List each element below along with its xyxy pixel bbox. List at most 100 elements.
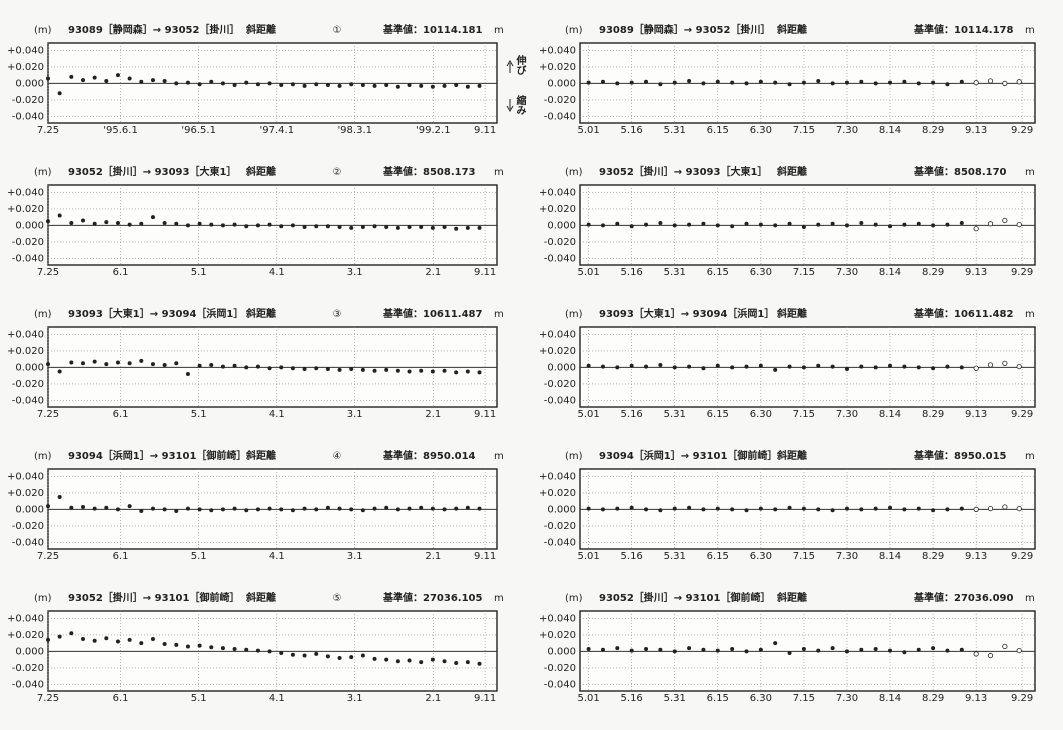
- open-point: [1016, 221, 1022, 228]
- y-tick-label: +0.020: [7, 630, 44, 641]
- x-tick-label: 9.29: [1011, 125, 1033, 136]
- point: [314, 507, 319, 512]
- point: [744, 508, 749, 513]
- point: [232, 646, 237, 651]
- x-tick-label: 6.15: [707, 409, 729, 420]
- y-tick-label: -0.040: [12, 253, 44, 264]
- open-point: [987, 362, 994, 368]
- point: [150, 506, 155, 511]
- point: [139, 221, 144, 226]
- point: [859, 220, 864, 225]
- reference-unit: m: [1025, 451, 1035, 462]
- point: [859, 507, 864, 512]
- open-point: [973, 506, 979, 513]
- point: [844, 506, 849, 511]
- point: [372, 368, 377, 373]
- y-tick-label: +0.020: [539, 488, 576, 499]
- point: [902, 79, 907, 84]
- route-title: 93089［静岡森］→ 93052［掛川］: [68, 23, 239, 36]
- x-tick-label: 5.31: [664, 409, 686, 420]
- y-tick-label: +0.020: [539, 630, 576, 641]
- point: [220, 364, 225, 369]
- x-tick-label: 9.11: [474, 693, 496, 704]
- y-tick-label: -0.040: [12, 111, 44, 122]
- point: [816, 78, 821, 83]
- point: [744, 649, 749, 654]
- panel-number: ⑤: [333, 593, 342, 604]
- route-title: 93052［掛川］→ 93093［大東1］: [68, 165, 236, 178]
- point: [115, 507, 120, 512]
- point: [477, 506, 482, 511]
- x-tick-label: 6.30: [750, 693, 772, 704]
- point: [80, 637, 85, 642]
- point: [244, 647, 249, 652]
- point: [349, 367, 354, 372]
- unit-label: (m): [34, 25, 52, 36]
- x-tick-label: 5.31: [664, 125, 686, 136]
- point: [758, 506, 763, 511]
- point: [816, 648, 821, 653]
- point: [629, 648, 634, 653]
- x-tick-label: 9.29: [1011, 693, 1033, 704]
- point: [672, 365, 677, 370]
- point: [314, 82, 319, 87]
- point: [185, 372, 190, 377]
- point: [758, 79, 763, 84]
- point: [959, 365, 964, 370]
- x-tick-label: 9.13: [965, 693, 987, 704]
- point: [104, 78, 109, 83]
- y-tick-label: +0.020: [7, 346, 44, 357]
- x-tick-label: 7.30: [836, 409, 858, 420]
- x-tick-label: 2.1: [425, 551, 441, 562]
- point: [407, 225, 412, 230]
- point: [115, 360, 120, 365]
- x-tick-label: 2.1: [425, 409, 441, 420]
- open-point: [1016, 79, 1022, 85]
- y-tick-label: +0.040: [539, 471, 576, 482]
- x-tick-label: 9.11: [474, 267, 496, 278]
- point: [279, 507, 284, 512]
- point: [162, 220, 167, 225]
- point: [844, 223, 849, 228]
- point: [46, 637, 50, 642]
- point: [873, 81, 878, 86]
- x-tick-label: 9.13: [965, 267, 987, 278]
- y-tick-label: -0.040: [544, 537, 576, 548]
- y-tick-label: -0.040: [12, 395, 44, 406]
- point: [80, 504, 85, 509]
- point: [69, 74, 74, 79]
- point: [672, 80, 677, 85]
- unit-label: (m): [565, 309, 583, 320]
- route-title: 93093［大東1］→ 93094［浜岡1］: [68, 307, 243, 320]
- point: [465, 660, 470, 665]
- point: [232, 222, 237, 227]
- point: [830, 508, 835, 513]
- point: [615, 646, 620, 651]
- x-tick-label: 7.25: [37, 125, 59, 136]
- point: [127, 361, 132, 366]
- point: [730, 80, 735, 85]
- point: [244, 365, 249, 370]
- x-tick-label: 9.13: [965, 125, 987, 136]
- point: [658, 508, 663, 513]
- point: [139, 641, 144, 646]
- x-tick-label: '98.3.1: [337, 125, 372, 136]
- point: [314, 651, 319, 656]
- point: [267, 81, 272, 86]
- route-title: 93094［浜岡1］→ 93101［御前崎］: [599, 449, 777, 462]
- x-tick-label: 6.15: [707, 267, 729, 278]
- point: [174, 361, 179, 366]
- x-tick-label: 7.15: [793, 693, 815, 704]
- x-tick-label: 3.1: [347, 693, 363, 704]
- panel-number: ②: [333, 167, 342, 178]
- y-tick-label: +0.020: [539, 62, 576, 73]
- point: [945, 507, 950, 512]
- point: [57, 495, 62, 500]
- point: [150, 637, 155, 642]
- point: [419, 505, 424, 510]
- annotation: 縮み: [514, 94, 526, 116]
- point: [586, 646, 591, 651]
- point: [629, 224, 634, 229]
- point: [244, 224, 249, 229]
- point: [859, 79, 864, 84]
